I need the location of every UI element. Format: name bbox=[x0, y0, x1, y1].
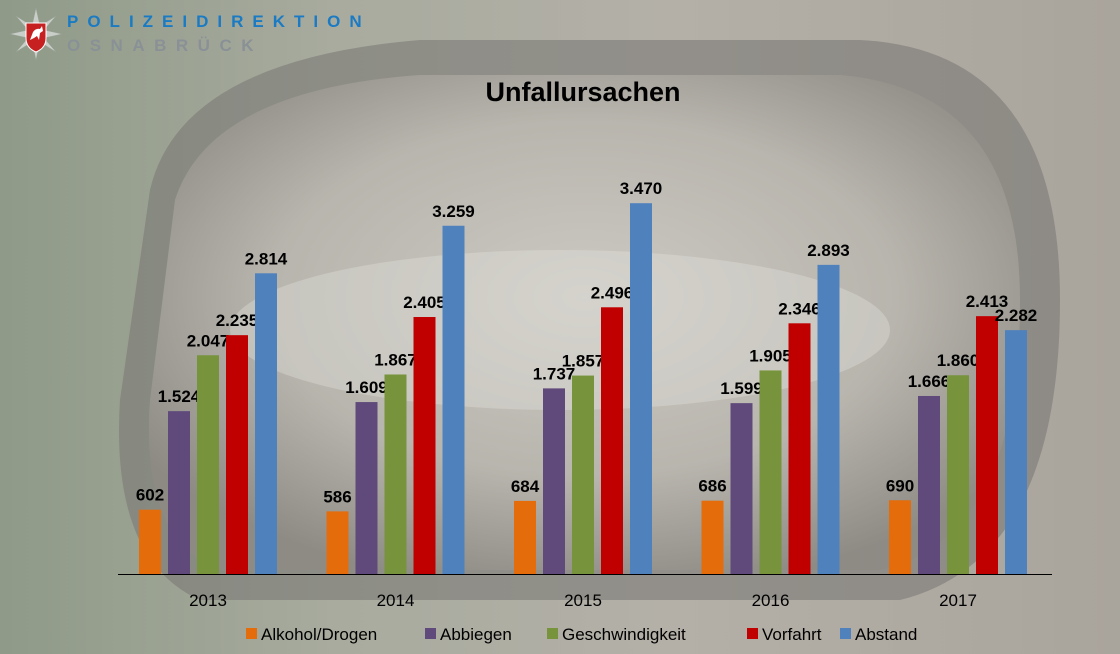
bar-vorfahrt-2017 bbox=[976, 316, 998, 574]
chart-title: Unfallursachen bbox=[485, 77, 680, 107]
data-label: 1.860 bbox=[937, 351, 980, 370]
x-tick-label: 2015 bbox=[564, 591, 602, 610]
brand-line-1: POLIZEIDIREKTION bbox=[67, 12, 371, 31]
x-tick-label: 2014 bbox=[377, 591, 415, 610]
bar-geschwindigkeit-2016 bbox=[759, 370, 782, 574]
bar-geschwindigkeit-2014 bbox=[384, 374, 407, 574]
legend-label: Abbiegen bbox=[440, 625, 512, 644]
bar-geschwindigkeit-2017 bbox=[947, 375, 969, 574]
data-label: 2.282 bbox=[995, 306, 1038, 325]
data-label: 2.814 bbox=[245, 249, 288, 268]
x-tick-label: 2013 bbox=[189, 591, 227, 610]
bar-abstand-2013 bbox=[255, 273, 277, 574]
bar-abbiegen-2014 bbox=[355, 402, 378, 574]
bar-vorfahrt-2016 bbox=[788, 323, 811, 574]
data-label: 3.259 bbox=[432, 202, 475, 221]
legend-swatch bbox=[840, 628, 851, 639]
x-tick-label: 2016 bbox=[752, 591, 790, 610]
legend-swatch bbox=[246, 628, 257, 639]
bar-abstand-2015 bbox=[630, 203, 652, 574]
legend-label: Vorfahrt bbox=[762, 625, 822, 644]
bar-abbiegen-2015 bbox=[543, 388, 565, 574]
bar-alkohol-drogen-2015 bbox=[514, 500, 536, 574]
data-label: 1.524 bbox=[158, 387, 201, 406]
data-label: 1.857 bbox=[562, 352, 605, 371]
bar-alkohol-drogen-2017 bbox=[889, 500, 911, 574]
data-label: 2.413 bbox=[966, 292, 1009, 311]
data-label: 2.496 bbox=[591, 283, 634, 302]
data-label: 2.047 bbox=[187, 331, 230, 350]
data-label: 1.666 bbox=[908, 372, 951, 391]
data-label: 602 bbox=[136, 486, 164, 505]
data-label: 1.905 bbox=[749, 346, 792, 365]
bar-vorfahrt-2013 bbox=[226, 335, 248, 574]
data-label: 684 bbox=[511, 477, 540, 496]
bar-abbiegen-2013 bbox=[168, 411, 190, 574]
data-label: 3.470 bbox=[620, 179, 663, 198]
bar-vorfahrt-2014 bbox=[413, 317, 436, 574]
bar-abbiegen-2017 bbox=[918, 395, 940, 574]
legend-swatch bbox=[425, 628, 436, 639]
data-label: 1.609 bbox=[345, 378, 388, 397]
data-label: 2.346 bbox=[778, 299, 821, 318]
data-label: 690 bbox=[886, 476, 914, 495]
legend-label: Abstand bbox=[855, 625, 917, 644]
x-tick-label: 2017 bbox=[939, 591, 977, 610]
bar-abstand-2014 bbox=[442, 225, 465, 575]
data-label: 1.737 bbox=[533, 364, 576, 383]
data-label: 2.893 bbox=[807, 241, 850, 260]
data-label: 1.599 bbox=[720, 379, 763, 398]
bar-geschwindigkeit-2015 bbox=[572, 375, 594, 574]
data-label: 686 bbox=[698, 477, 726, 496]
data-label: 2.235 bbox=[216, 311, 259, 330]
police-star-logo bbox=[9, 7, 63, 65]
legend-label: Alkohol/Drogen bbox=[261, 625, 377, 644]
legend-swatch bbox=[747, 628, 758, 639]
brand-line-2: OSNABRÜCK bbox=[67, 36, 263, 55]
data-label: 586 bbox=[323, 487, 351, 506]
data-label: 1.867 bbox=[374, 350, 417, 369]
bar-vorfahrt-2015 bbox=[601, 307, 623, 574]
bar-alkohol-drogen-2016 bbox=[701, 500, 724, 574]
bar-abstand-2017 bbox=[1005, 330, 1027, 574]
legend-swatch bbox=[547, 628, 558, 639]
legend-label: Geschwindigkeit bbox=[562, 625, 686, 644]
bar-alkohol-drogen-2014 bbox=[326, 511, 349, 574]
bar-alkohol-drogen-2013 bbox=[139, 509, 161, 574]
bar-geschwindigkeit-2013 bbox=[197, 355, 219, 574]
bar-abbiegen-2016 bbox=[730, 403, 753, 574]
bar-abstand-2016 bbox=[817, 264, 840, 574]
data-label: 2.405 bbox=[403, 293, 446, 312]
